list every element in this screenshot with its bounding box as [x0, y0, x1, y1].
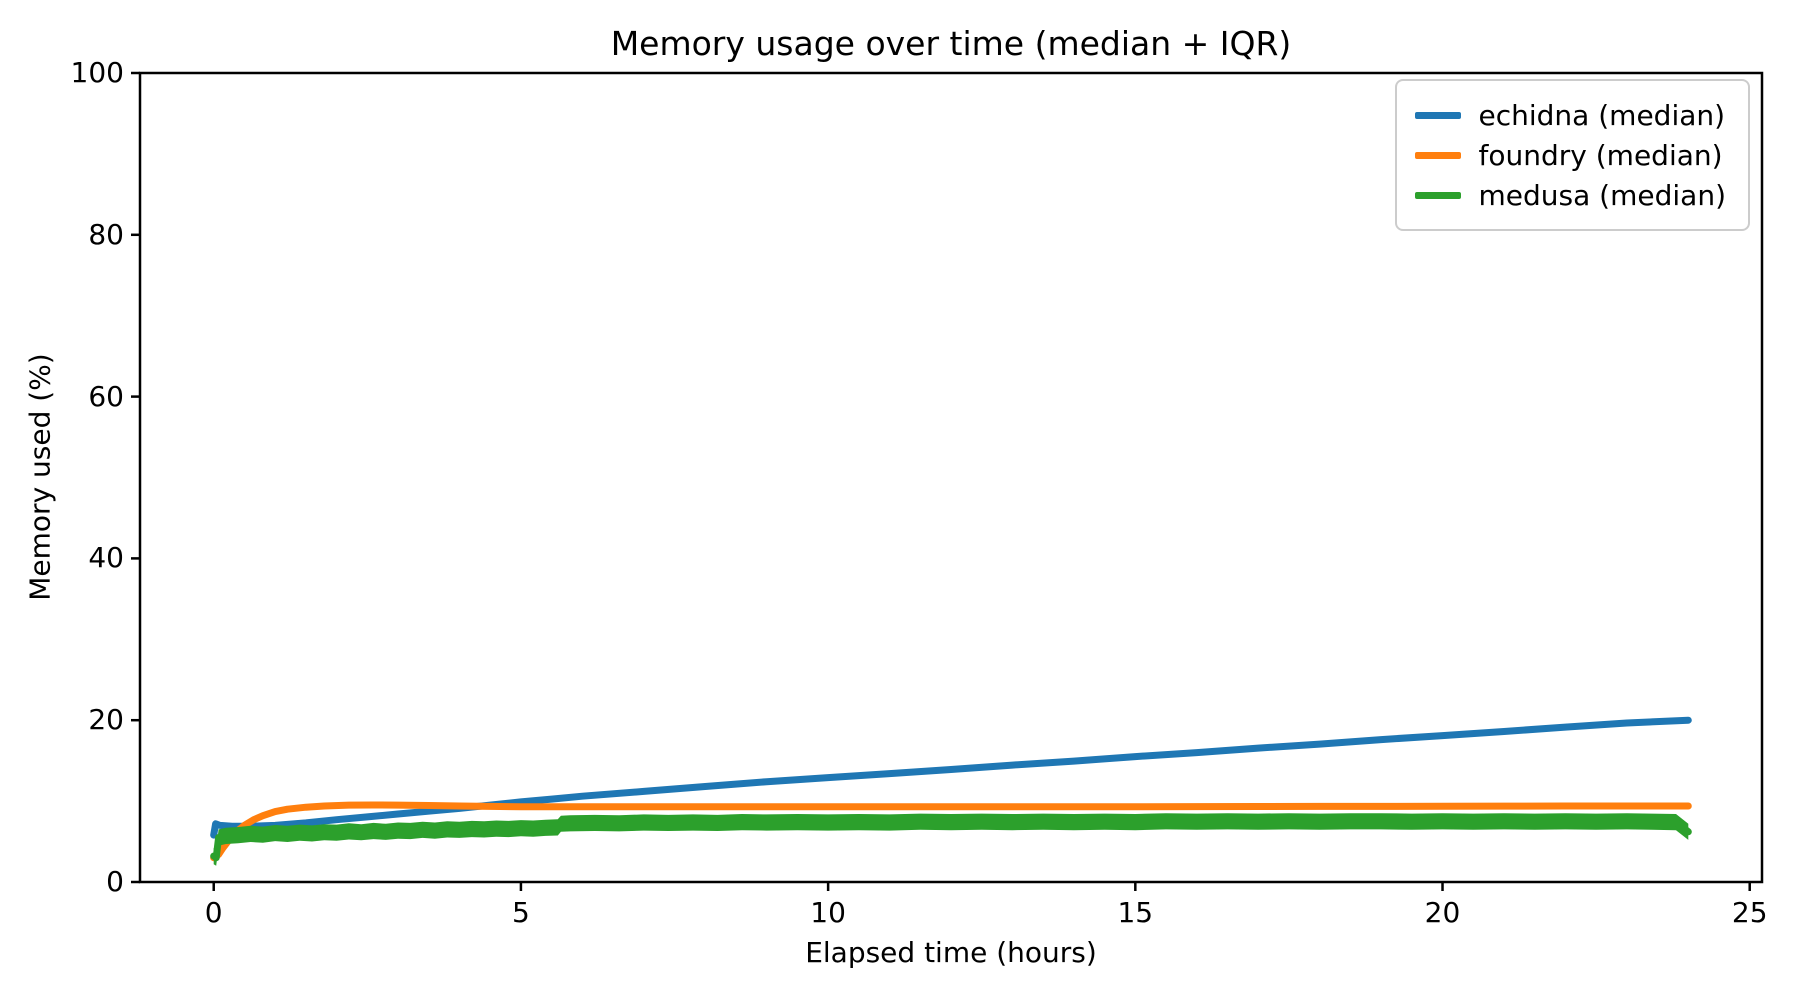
y-tick-label: 20 — [88, 703, 124, 737]
legend-swatch — [1414, 111, 1461, 119]
x-tick-label: 25 — [1731, 896, 1768, 929]
x-tick-label: 15 — [1117, 896, 1154, 929]
legend-swatch — [1414, 191, 1461, 199]
chart-title: Memory usage over time (median + IQR) — [610, 24, 1292, 63]
y-tick-label: 60 — [88, 379, 124, 413]
legend-item: echidna (median) — [1414, 95, 1726, 135]
legend-swatch — [1414, 151, 1461, 159]
legend-label: foundry (median) — [1478, 138, 1723, 172]
series-1-median-line — [210, 801, 1692, 862]
y-tick-label: 80 — [88, 217, 124, 251]
legend-label: echidna (median) — [1478, 98, 1726, 132]
legend-label: medusa (median) — [1478, 178, 1726, 212]
series-0-median-line — [210, 716, 1692, 839]
legend: echidna (median) foundry (median) medusa (… — [1394, 79, 1750, 231]
axes-spines — [138, 71, 1764, 884]
legend-item: foundry (median) — [1414, 135, 1726, 175]
x-tick-label: 0 — [204, 896, 223, 929]
legend-item: medusa (median) — [1414, 175, 1726, 215]
x-tick-label: 5 — [512, 896, 530, 929]
y-tick-label: 100 — [70, 56, 124, 89]
y-tick-label: 40 — [88, 541, 124, 575]
series-2-median-line — [210, 817, 1692, 862]
x-tick-label: 10 — [810, 896, 846, 929]
x-axis-label: Elapsed time (hours) — [805, 936, 1097, 969]
y-tick-label: 0 — [106, 865, 124, 898]
x-tick-label: 20 — [1424, 896, 1461, 929]
